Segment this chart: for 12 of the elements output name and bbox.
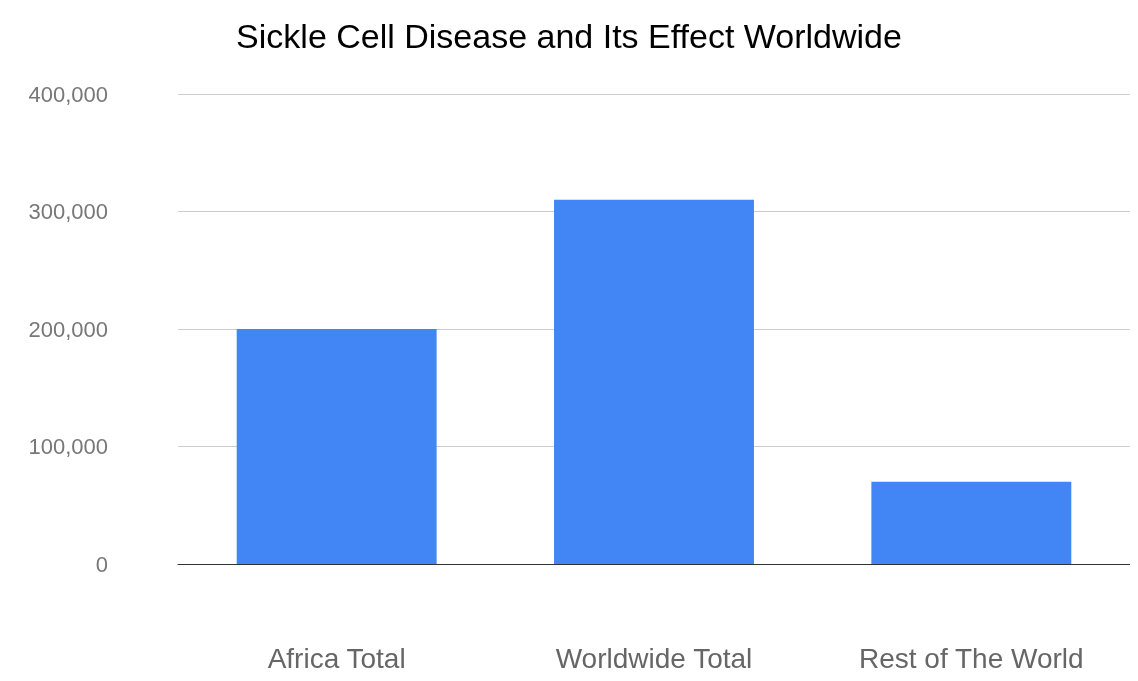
chart-title: Sickle Cell Disease and Its Effect Worldwide <box>236 17 902 55</box>
bar <box>871 481 1072 564</box>
x-tick-label: Africa Total <box>267 642 406 674</box>
bar <box>236 329 437 564</box>
bar <box>554 199 754 564</box>
y-tick-label: 400,000 <box>28 81 108 107</box>
y-tick-label: 200,000 <box>28 316 108 342</box>
y-tick-label: 0 <box>95 551 108 577</box>
x-tick-label: Rest of The World <box>859 642 1084 674</box>
y-tick-label: 100,000 <box>28 434 108 459</box>
x-tick-label: Worldwide Total <box>555 642 753 674</box>
y-tick-label: 300,000 <box>28 199 108 224</box>
